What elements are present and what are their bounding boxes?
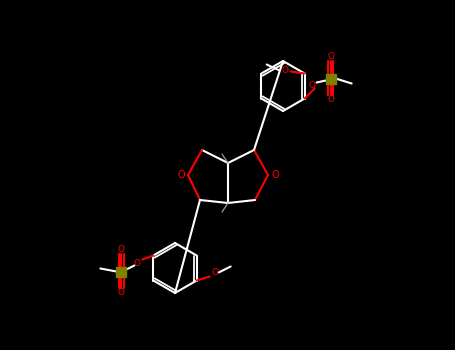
Text: O: O <box>327 95 334 104</box>
Text: O: O <box>271 170 279 180</box>
Text: O: O <box>177 170 185 180</box>
Text: O: O <box>308 81 315 90</box>
Text: O: O <box>134 259 141 268</box>
Text: O: O <box>118 245 125 254</box>
Text: O: O <box>327 52 334 61</box>
Text: S: S <box>119 267 124 276</box>
Text: O: O <box>211 268 218 277</box>
Text: O: O <box>281 66 288 75</box>
Polygon shape <box>116 266 126 277</box>
Text: S: S <box>328 74 333 83</box>
Polygon shape <box>326 74 336 84</box>
Text: O: O <box>118 288 125 297</box>
